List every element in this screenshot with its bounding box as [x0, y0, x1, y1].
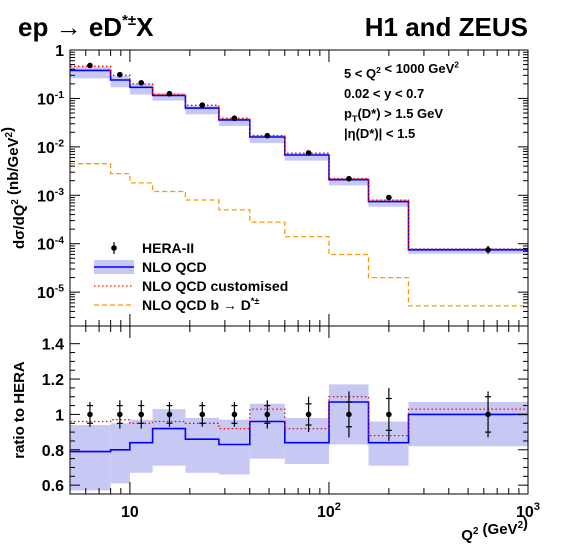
nlo-qcd-ratio-band-bin [70, 425, 111, 491]
hera-ii-ratio-point [117, 411, 123, 418]
top-y-axis-label: dσ/dQ2 (nb/GeV2) [0, 127, 28, 249]
nlo-qcd-band [70, 66, 528, 254]
hera-ii-ratio-point [386, 411, 392, 418]
annotation-text: 5 < Q2 < 1000 GeV2 [344, 60, 459, 81]
nlo-qcd-band-bin [368, 199, 409, 207]
bottom-y-ticks: 0.6 0.8 1 1.2 1.4 [42, 337, 528, 495]
bottom-plot-frame [69, 325, 529, 495]
collaboration-title: H1 and ZEUS [365, 12, 528, 42]
annotation-text: 0.02 < y < 0.7 [344, 86, 424, 101]
nlo-qcd-ratio-band-bin [185, 417, 219, 473]
y-tick-label: 10-3 [37, 187, 64, 205]
hera-ii-ratio-point [166, 411, 173, 418]
hera-ii-point [386, 194, 392, 201]
nlo-qcd-ratio-band-bin [218, 419, 250, 475]
nlo-qcd-ratio-band-bin [110, 423, 130, 484]
y-tick-label: 10-5 [37, 284, 64, 302]
cross-section-panel: 1 10-1 10-2 10-3 10-4 10-5 dσ/dQ2 (nb/GeV2) 5… [0, 43, 529, 327]
x-axis-label: Q2 (GeV2) [461, 515, 528, 544]
bottom-y-axis-label: ratio to HERA [11, 361, 28, 459]
nlo-qcd-band-bin [218, 117, 250, 126]
hera-ii-ratio-point [264, 411, 271, 418]
nlo-qcd-band-bin [185, 105, 219, 115]
nlo-qcd-band-bin [328, 177, 369, 186]
hera-ii-ratio-point [305, 411, 312, 418]
x-tick-label: 10 [121, 504, 139, 521]
y-tick-label: 10-2 [37, 138, 64, 156]
nlo-qcd-band-bin [110, 76, 130, 88]
ratio-y-tick-label: 1.4 [42, 337, 64, 354]
ratio-y-tick-label: 0.8 [42, 443, 64, 460]
hera-ii-point [166, 90, 173, 97]
hera-ii-ratio-point [87, 411, 93, 418]
nlo-qcd-band-bin [129, 83, 153, 95]
nlo-qcd-band-bin [249, 135, 285, 144]
nlo-qcd-band-bin [408, 248, 528, 254]
hera-ii-ratio-point [138, 411, 145, 418]
legend: HERA-II NLO QCD NLO QCD customised NLO QCD … [94, 240, 288, 313]
hera-ii-point [199, 102, 206, 108]
x-tick-label: 102 [317, 501, 341, 521]
selection-annotations: 5 < Q2 < 1000 GeV2 0.02 < y < 0.7 pT(D*) >… [344, 60, 459, 141]
bottom-x-ticks: 10 102 103 [69, 326, 540, 521]
hera-ii-points [87, 62, 491, 254]
legend-label-customised: NLO QCD customised [142, 278, 288, 294]
ratio-y-tick-label: 0.6 [42, 478, 64, 495]
process-title: ep → eD*±X [18, 12, 154, 42]
ratio-panel: 0.6 0.8 1 1.2 1.4 10 102 103 ratio to HERA Q2 … [11, 325, 540, 544]
annotation-text: |η(D*)| < 1.5 [344, 126, 415, 141]
nlo-qcd-ratio-band [70, 384, 528, 491]
hera-ii-point [346, 175, 352, 182]
x-tick-label: 103 [516, 501, 540, 521]
hera-ii-ratio-point [199, 411, 206, 418]
legend-label-hera: HERA-II [142, 240, 194, 256]
legend-label-b-to-d: NLO QCD b → D*± [142, 296, 259, 313]
legend-label-nlo: NLO QCD [142, 259, 207, 275]
nlo-qcd-band-bin [284, 153, 329, 161]
ratio-y-tick-label: 1 [55, 407, 64, 424]
hera-ii-ratio-point [346, 411, 352, 418]
top-y-ticks: 1 10-1 10-2 10-3 10-4 10-5 [37, 43, 528, 327]
y-tick-label: 1 [55, 43, 64, 60]
y-tick-label: 10-4 [37, 235, 64, 253]
hera-ii-ratio-point [231, 411, 238, 418]
ratio-y-tick-label: 1.2 [42, 372, 64, 389]
top-x-ticks [69, 50, 529, 326]
nlo-qcd-band-bin [70, 66, 111, 79]
nlo-qcd-b-line [70, 163, 528, 307]
hera-ii-point [117, 71, 123, 78]
hera-ii-point [305, 150, 312, 156]
y-tick-label: 10-1 [37, 90, 64, 108]
nlo-qcd-ratio-band-bin [129, 419, 153, 473]
hera-ii-point [231, 115, 238, 122]
hera-ii-ratio-point [485, 411, 491, 418]
hera-ii-point [87, 62, 93, 69]
annotation-text: pT(D*) > 1.5 GeV [344, 106, 443, 124]
hera-ii-point [138, 80, 145, 86]
hera-ii-ratio-points [86, 387, 492, 441]
hera-ii-point [264, 132, 271, 139]
nlo-qcd-band-bin [152, 92, 186, 101]
